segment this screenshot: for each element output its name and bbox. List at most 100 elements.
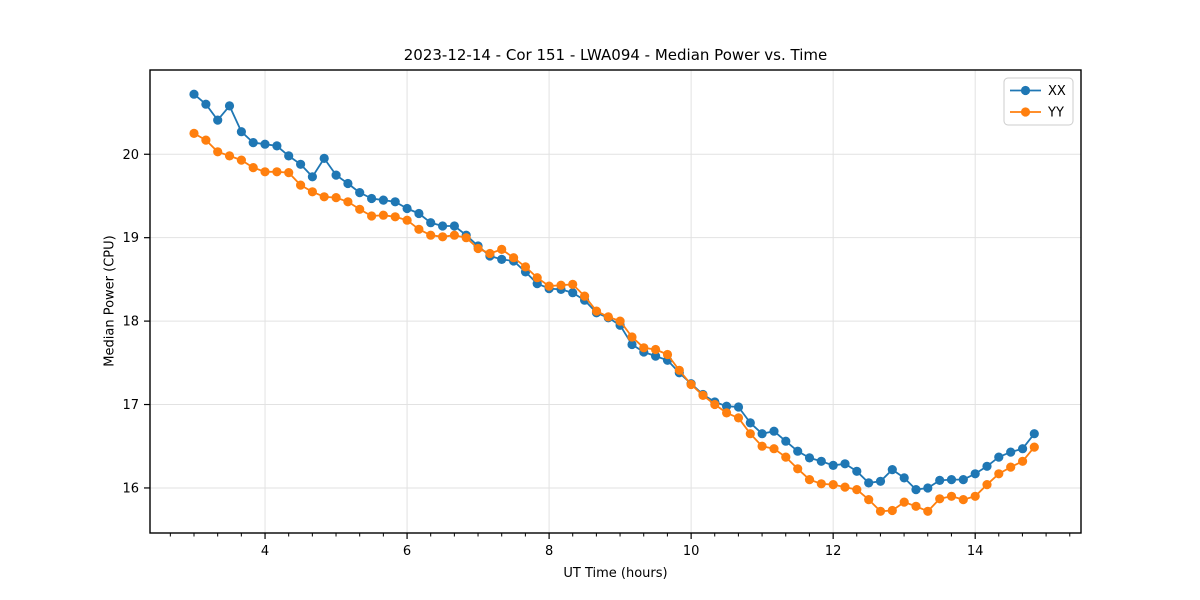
series-YY-marker xyxy=(852,485,862,495)
series-XX-marker xyxy=(745,418,755,428)
series-YY-marker xyxy=(899,497,909,507)
series-YY-marker xyxy=(828,480,838,490)
series-XX-marker xyxy=(887,465,897,475)
y-tick-label: 20 xyxy=(122,148,139,163)
series-YY-marker xyxy=(438,232,448,242)
series-XX-marker xyxy=(438,221,448,231)
series-YY-marker xyxy=(722,408,732,418)
series-YY-marker xyxy=(248,163,258,173)
series-YY-marker xyxy=(508,253,519,263)
series-YY-marker xyxy=(875,506,886,516)
series-YY-marker xyxy=(201,135,211,145)
series-XX-marker xyxy=(236,127,246,137)
chart-title: 2023-12-14 - Cor 151 - LWA094 - Median P… xyxy=(403,46,828,64)
legend-sample-marker-YY xyxy=(1020,107,1031,117)
series-XX-marker xyxy=(201,99,211,109)
series-YY-marker xyxy=(402,215,412,225)
series-XX-marker xyxy=(224,101,235,111)
series-XX-marker xyxy=(213,115,223,125)
legend-label-YY: YY xyxy=(1047,106,1064,121)
series-XX-marker xyxy=(1018,444,1028,454)
series-XX-marker xyxy=(899,473,909,483)
series-YY-marker xyxy=(224,151,235,161)
series-XX-marker xyxy=(390,197,400,207)
series-YY-marker xyxy=(946,491,957,501)
series-XX-marker xyxy=(946,475,957,485)
series-YY-marker xyxy=(982,480,992,490)
series-XX-marker xyxy=(828,460,838,470)
x-tick-label: 4 xyxy=(261,544,269,559)
series-XX-marker xyxy=(497,254,507,264)
series-YY-marker xyxy=(367,211,377,221)
series-YY-marker xyxy=(698,390,708,400)
series-YY-marker xyxy=(639,343,649,353)
series-YY-marker xyxy=(769,444,779,454)
series-YY-marker xyxy=(662,349,673,360)
series-YY-marker xyxy=(485,248,495,259)
series-YY-marker xyxy=(568,279,578,289)
series-XX-marker xyxy=(793,446,803,456)
series-YY-marker xyxy=(887,505,897,516)
series-YY xyxy=(189,128,1039,516)
series-XX-marker xyxy=(935,475,945,485)
x-tick-label: 12 xyxy=(825,544,842,559)
series-XX-marker xyxy=(722,401,732,411)
series-YY-marker xyxy=(189,128,199,138)
series-XX-marker xyxy=(911,485,921,495)
gridlines xyxy=(150,70,1081,533)
x-tick-label: 8 xyxy=(545,544,553,559)
series-YY-marker xyxy=(497,244,507,254)
plot-border xyxy=(149,69,1082,534)
series-YY-marker xyxy=(840,482,850,492)
series-YY-marker xyxy=(544,281,554,291)
series-XX-marker xyxy=(875,476,886,486)
series-YY-marker xyxy=(355,204,365,214)
series-XX-marker xyxy=(757,429,767,439)
series-XX-line xyxy=(193,93,1036,491)
series-XX-marker xyxy=(1006,447,1016,457)
series-YY-marker xyxy=(816,479,826,489)
series-XX-marker xyxy=(781,436,791,446)
series-YY-marker xyxy=(532,273,542,283)
series-XX-marker xyxy=(449,221,459,231)
series-YY-marker xyxy=(935,494,945,504)
series-YY-marker xyxy=(911,501,921,511)
series-YY-marker xyxy=(296,180,306,190)
series-YY-marker xyxy=(520,262,531,272)
series-XX-marker xyxy=(307,172,317,182)
series-YY-marker xyxy=(781,452,791,462)
y-tick-label: 19 xyxy=(122,231,139,246)
series-XX-marker xyxy=(343,178,353,189)
series-YY-marker xyxy=(378,210,388,220)
series-XX-marker xyxy=(627,339,637,350)
series-YY-marker xyxy=(426,230,436,240)
series-XX-marker xyxy=(982,461,992,471)
series-YY-marker xyxy=(473,243,483,254)
series-XX-marker xyxy=(852,466,862,476)
series-YY-marker xyxy=(615,316,625,326)
series-YY-marker xyxy=(923,506,933,516)
series-XX-marker xyxy=(355,188,365,198)
series-XX-marker xyxy=(319,153,329,163)
x-tick-label: 10 xyxy=(683,544,700,559)
y-axis-label-text: Median Power (CPU) xyxy=(102,235,118,367)
series-YY-marker xyxy=(627,332,637,342)
series-YY-marker xyxy=(461,233,471,243)
series-XX-marker xyxy=(923,483,933,493)
series-YY-marker xyxy=(970,491,980,501)
series-XX-marker xyxy=(994,452,1004,462)
series-XX-marker xyxy=(331,170,341,180)
series-YY-marker xyxy=(674,365,684,375)
series-XX-marker xyxy=(260,139,270,149)
y-tick-label: 16 xyxy=(122,481,139,496)
series-XX-marker xyxy=(1029,429,1039,439)
series-YY-marker xyxy=(449,230,459,240)
series-XX-marker xyxy=(248,138,258,148)
series-YY-marker xyxy=(864,495,874,505)
series-XX-marker xyxy=(189,89,199,99)
series-XX-marker xyxy=(426,218,436,228)
series-YY-marker xyxy=(591,306,602,316)
legend: XX YY xyxy=(1003,77,1074,126)
series-XX-marker xyxy=(284,151,294,161)
